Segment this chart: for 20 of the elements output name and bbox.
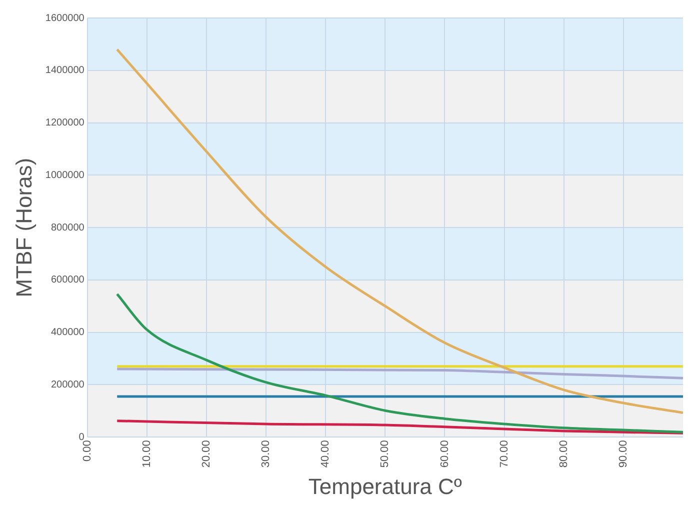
x-tick-label: 40.00 — [320, 440, 332, 468]
y-tick-label: 1600000 — [45, 12, 85, 24]
y-tick-label: 800000 — [50, 222, 85, 234]
x-tick-label: 30.00 — [260, 440, 272, 468]
x-tick-label: 0.00 — [81, 440, 94, 462]
y-tick-label: 1400000 — [45, 65, 85, 76]
y-tick-label: 400000 — [50, 327, 85, 338]
y-tick-label: 600000 — [50, 274, 85, 286]
x-axis-title: Temperatura Cº — [308, 474, 462, 499]
x-tick-label: 60.00 — [438, 440, 451, 468]
x-tick-label: 90.00 — [617, 440, 630, 468]
y-axis-title: MTBF (Horas) — [11, 158, 36, 298]
x-tick-label: 70.00 — [498, 440, 510, 468]
x-tick-label: 10.00 — [140, 440, 153, 468]
y-tick-label: 200000 — [50, 379, 85, 390]
x-tick-label: 50.00 — [379, 440, 392, 468]
y-tick-label: 1000000 — [45, 170, 85, 181]
x-tick-label: 80.00 — [558, 440, 570, 468]
y-tick-label: 1200000 — [45, 118, 85, 129]
x-tick-label: 20.00 — [200, 440, 212, 468]
